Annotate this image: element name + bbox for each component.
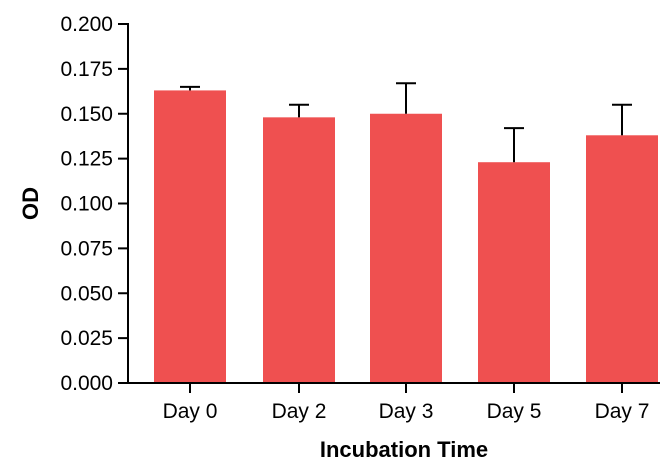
y-tick-label: 0.050 bbox=[60, 282, 113, 305]
y-ticks: 0.000 0.025 0.050 0.075 0.100 0.125 0.150 0.175… bbox=[60, 13, 128, 395]
x-tick-label: Day 7 bbox=[595, 400, 650, 423]
y-tick-label: 0.000 bbox=[60, 372, 113, 395]
error-bars-layer bbox=[180, 82, 632, 163]
error-bar-day-3 bbox=[396, 82, 416, 114]
y-tick-label: 0.100 bbox=[60, 193, 113, 216]
x-tick-label: Day 2 bbox=[272, 400, 327, 423]
error-bar-day-2 bbox=[289, 103, 309, 118]
x-ticks: Day 0 Day 2 Day 3 Day 5 Day 7 bbox=[163, 383, 650, 423]
error-bar-day-5 bbox=[504, 127, 524, 163]
bar-day-7 bbox=[586, 135, 658, 383]
bar-day-2 bbox=[263, 117, 335, 383]
y-tick-label: 0.150 bbox=[60, 103, 113, 126]
y-tick-label: 0.025 bbox=[60, 327, 113, 350]
y-tick-label: 0.125 bbox=[60, 148, 113, 171]
y-tick-label: 0.175 bbox=[60, 58, 113, 81]
x-tick-label: Day 3 bbox=[379, 400, 434, 423]
x-tick-label: Day 0 bbox=[163, 400, 218, 423]
x-tick-label: Day 5 bbox=[487, 400, 542, 423]
error-bar-day-7 bbox=[612, 103, 632, 136]
y-axis-title: OD bbox=[18, 187, 43, 220]
y-tick-label: 0.075 bbox=[60, 237, 113, 260]
y-tick-label: 0.200 bbox=[60, 13, 113, 36]
bar-day-5 bbox=[478, 162, 550, 383]
bar-day-3 bbox=[370, 113, 442, 383]
bar-day-0 bbox=[154, 90, 226, 383]
error-bar-day-0 bbox=[180, 85, 200, 91]
x-axis-title: Incubation Time bbox=[320, 437, 488, 462]
bars-layer bbox=[154, 90, 658, 383]
